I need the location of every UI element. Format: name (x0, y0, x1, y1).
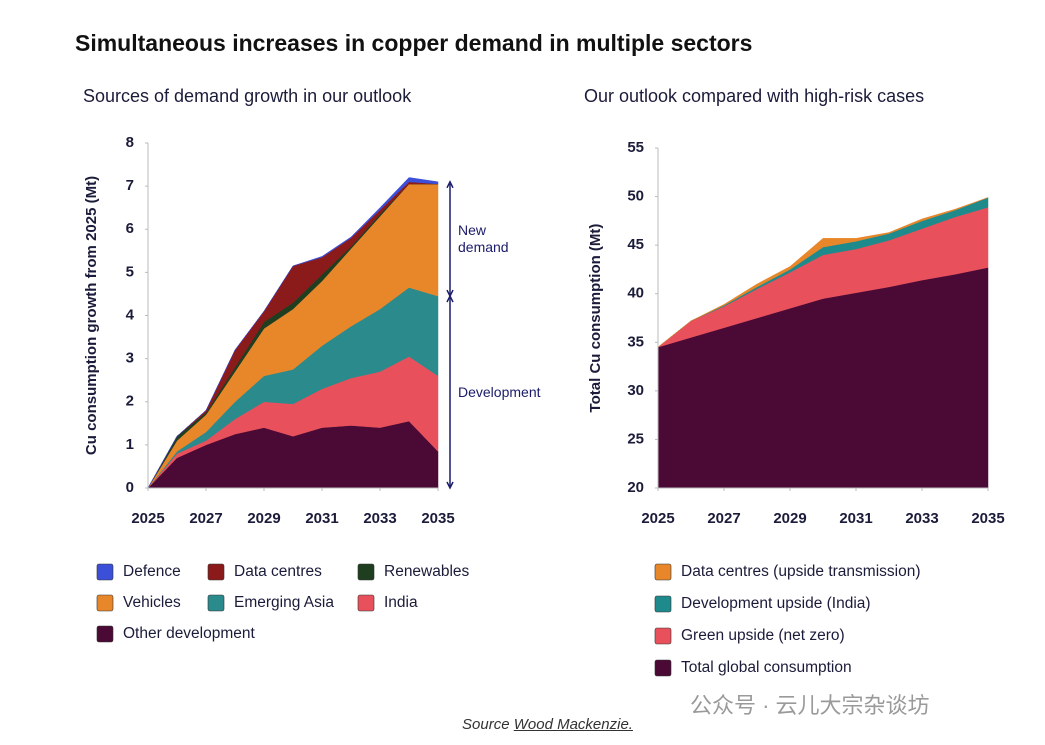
y-tick-label: 4 (126, 306, 135, 323)
legend-swatch (96, 563, 114, 581)
y-tick-label: 40 (627, 285, 644, 302)
annotation: New demand (458, 221, 509, 255)
y-tick-label: 2 (126, 393, 134, 410)
y-tick-label: 35 (627, 333, 644, 350)
chart-title: Sources of demand growth in our outlook (83, 86, 412, 106)
annotation-box: New demand (458, 221, 509, 255)
y-axis-label: Total Cu consumption (Mt) (587, 224, 604, 413)
y-tick-label: 45 (627, 236, 644, 253)
y-tick-label: 1 (126, 436, 134, 453)
annotation: Development (458, 383, 541, 400)
area (657, 267, 989, 489)
legend-swatch (357, 563, 375, 581)
annotation-box: Development (458, 383, 541, 400)
x-tick-label: 2025 (641, 510, 674, 527)
legend-swatch (96, 625, 114, 643)
y-axis-label: Cu consumption growth from 2025 (Mt) (83, 176, 100, 455)
y-tick-label: 7 (126, 177, 134, 194)
legend-label: Green upside (net zero) (681, 627, 845, 644)
source: Source Wood Mackenzie. (0, 716, 1045, 733)
legend-swatch (654, 595, 672, 613)
bracket-arrow (446, 294, 454, 490)
area (657, 197, 989, 348)
y-tick-label: 5 (126, 263, 134, 280)
legend-label: Other development (123, 625, 256, 642)
legend-label: Vehicles (123, 594, 181, 611)
y-tick-label: 8 (126, 134, 134, 151)
legend-swatch (654, 563, 672, 581)
x-tick-label: 2035 (971, 510, 1004, 527)
legend-swatch (207, 594, 225, 612)
main-title: Simultaneous increases in copper demand … (75, 30, 753, 56)
y-tick-label: 3 (126, 350, 134, 367)
legend-label: Renewables (384, 563, 470, 580)
legend-swatch (207, 563, 225, 581)
x-tick-label: 2033 (363, 510, 396, 527)
x-tick-label: 2029 (773, 510, 806, 527)
area (147, 177, 439, 489)
y-tick-label: 0 (126, 479, 134, 496)
legend-label: Development upside (India) (681, 595, 871, 612)
y-tick-label: 50 (627, 188, 644, 205)
watermark: 公众号 · 云儿大宗杂谈坊 (690, 693, 930, 718)
source-label: Source (462, 716, 510, 733)
y-tick-label: 20 (627, 479, 644, 496)
legend-label: Total global consumption (681, 659, 852, 676)
x-tick-label: 2025 (131, 510, 164, 527)
legend-swatch (654, 659, 672, 677)
y-tick-label: 30 (627, 382, 644, 399)
x-tick-label: 2033 (905, 510, 938, 527)
y-tick-label: 25 (627, 430, 644, 447)
legend-label: India (384, 594, 418, 611)
x-tick-label: 2031 (305, 510, 338, 527)
y-tick-label: 55 (627, 139, 644, 156)
legend-label: Data centres (upside transmission) (681, 563, 921, 580)
legend-label: Emerging Asia (234, 594, 334, 611)
x-tick-label: 2027 (189, 510, 222, 527)
x-tick-label: 2031 (839, 510, 872, 527)
source-link[interactable]: Wood Mackenzie. (513, 716, 633, 733)
legend-label: Defence (123, 563, 181, 580)
legend-label: Data centres (234, 563, 322, 580)
legend-swatch (96, 594, 114, 612)
x-tick-label: 2029 (247, 510, 280, 527)
x-tick-label: 2035 (421, 510, 454, 527)
chart-title: Our outlook compared with high-risk case… (584, 86, 924, 106)
x-tick-label: 2027 (707, 510, 740, 527)
y-tick-label: 6 (126, 220, 134, 237)
legend-swatch (357, 594, 375, 612)
legend-swatch (654, 627, 672, 645)
